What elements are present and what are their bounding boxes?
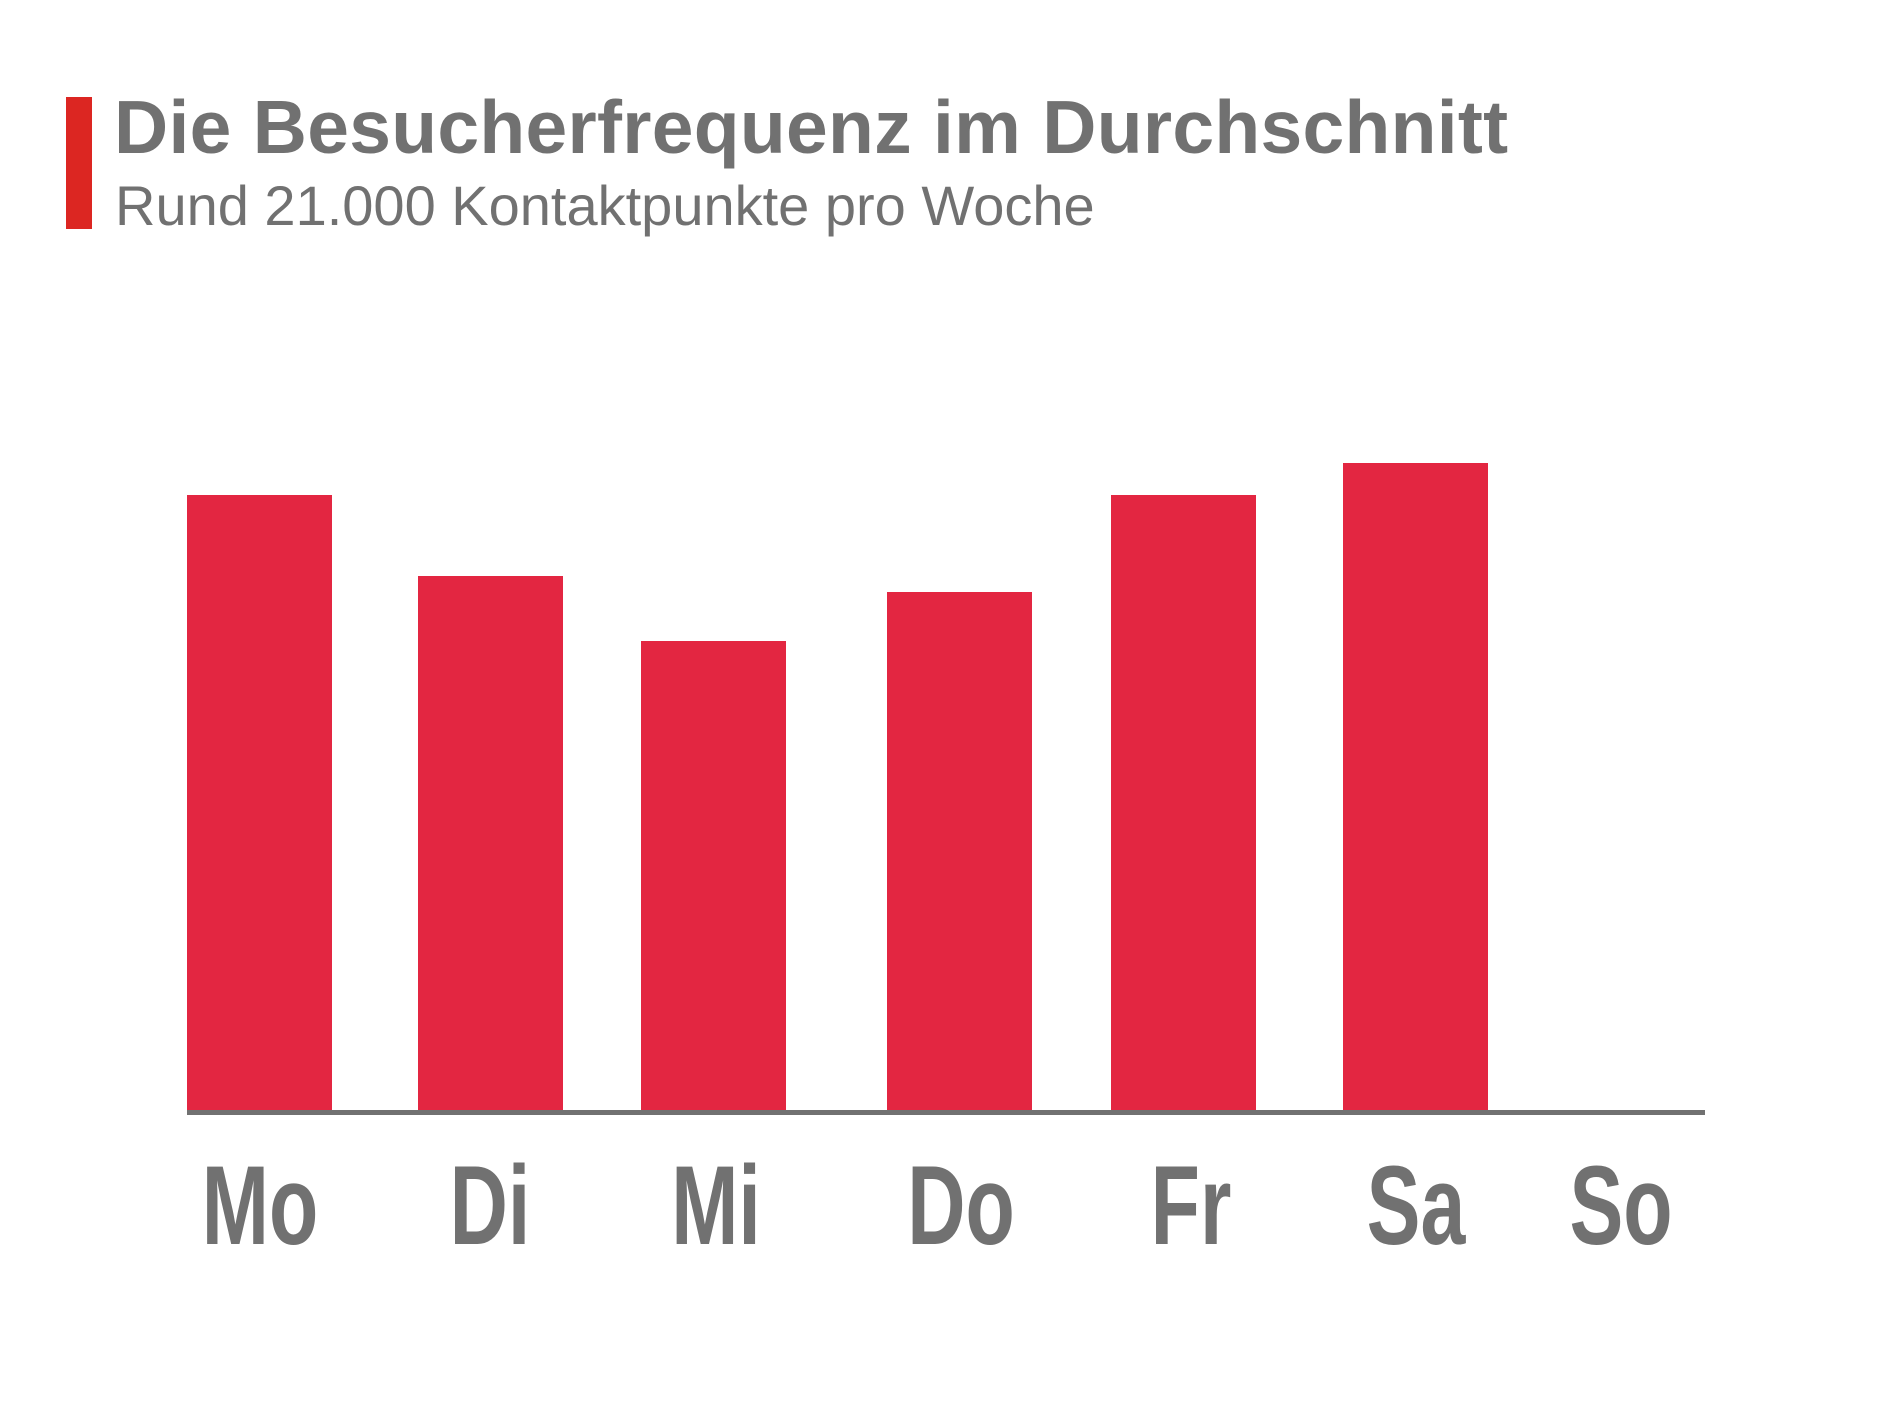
- x-label-fr: Fr: [1150, 1143, 1232, 1268]
- title-accent-bar: [66, 97, 92, 229]
- bar-fr: [1111, 495, 1256, 1110]
- bar-di: [418, 576, 563, 1110]
- bar-sa: [1343, 463, 1488, 1110]
- x-label-so: So: [1569, 1143, 1673, 1268]
- x-label-mo: Mo: [201, 1143, 319, 1268]
- x-label-do: Do: [907, 1143, 1015, 1268]
- x-label-mi: Mi: [671, 1143, 761, 1268]
- x-label-sa: Sa: [1366, 1143, 1466, 1268]
- x-axis-line: [187, 1110, 1705, 1115]
- bar-mi: [641, 641, 786, 1110]
- chart-subtitle: Rund 21.000 Kontaktpunkte pro Woche: [115, 174, 1095, 237]
- bar-mo: [187, 495, 332, 1110]
- x-label-di: Di: [449, 1143, 531, 1268]
- chart-title: Die Besucherfrequenz im Durchschnitt: [114, 85, 1509, 169]
- bar-do: [887, 592, 1032, 1110]
